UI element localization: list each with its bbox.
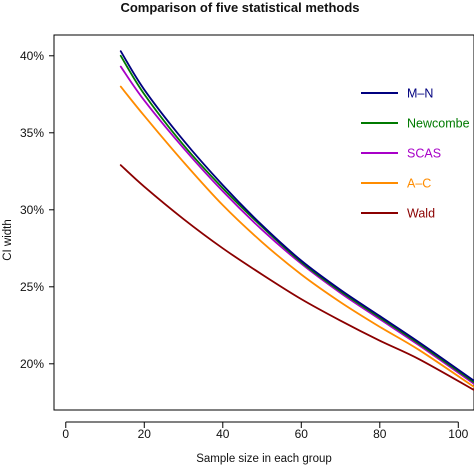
legend-label-newcombe: Newcombe [407, 117, 470, 131]
y-axis: 20% 25% 30% 35% 40% [20, 49, 55, 371]
y-tick-label: 35% [20, 126, 44, 140]
series-line-scas [119, 65, 474, 385]
series-line-a-c [119, 85, 474, 388]
legend-label-a-c: A–C [407, 177, 431, 191]
x-tick-label: 40 [216, 427, 230, 441]
series-line-newcombe [119, 54, 474, 384]
y-tick-label: 30% [20, 203, 44, 217]
legend-label-scas: SCAS [407, 147, 441, 161]
series-line-m-n [119, 50, 474, 382]
x-tick-label: 60 [295, 427, 309, 441]
legend-label-wald: Wald [407, 207, 435, 221]
chart-title: Comparison of five statistical methods [120, 0, 359, 15]
y-tick-label: 40% [20, 49, 44, 63]
x-tick-label: 20 [138, 427, 152, 441]
x-tick-label: 0 [62, 427, 69, 441]
y-axis-label: CI width [2, 219, 14, 261]
x-axis: 0 20 40 60 80 100 [62, 421, 469, 441]
series-lines [119, 50, 474, 391]
legend: M–N Newcombe SCAS A–C Wald [361, 87, 470, 221]
x-axis-label: Sample size in each group [196, 453, 332, 465]
legend-label-m-n: M–N [407, 87, 433, 101]
series-line-wald [119, 164, 474, 391]
x-tick-label: 80 [373, 427, 387, 441]
y-tick-label: 20% [20, 357, 44, 371]
x-tick-label: 100 [448, 427, 468, 441]
y-tick-label: 25% [20, 280, 44, 294]
